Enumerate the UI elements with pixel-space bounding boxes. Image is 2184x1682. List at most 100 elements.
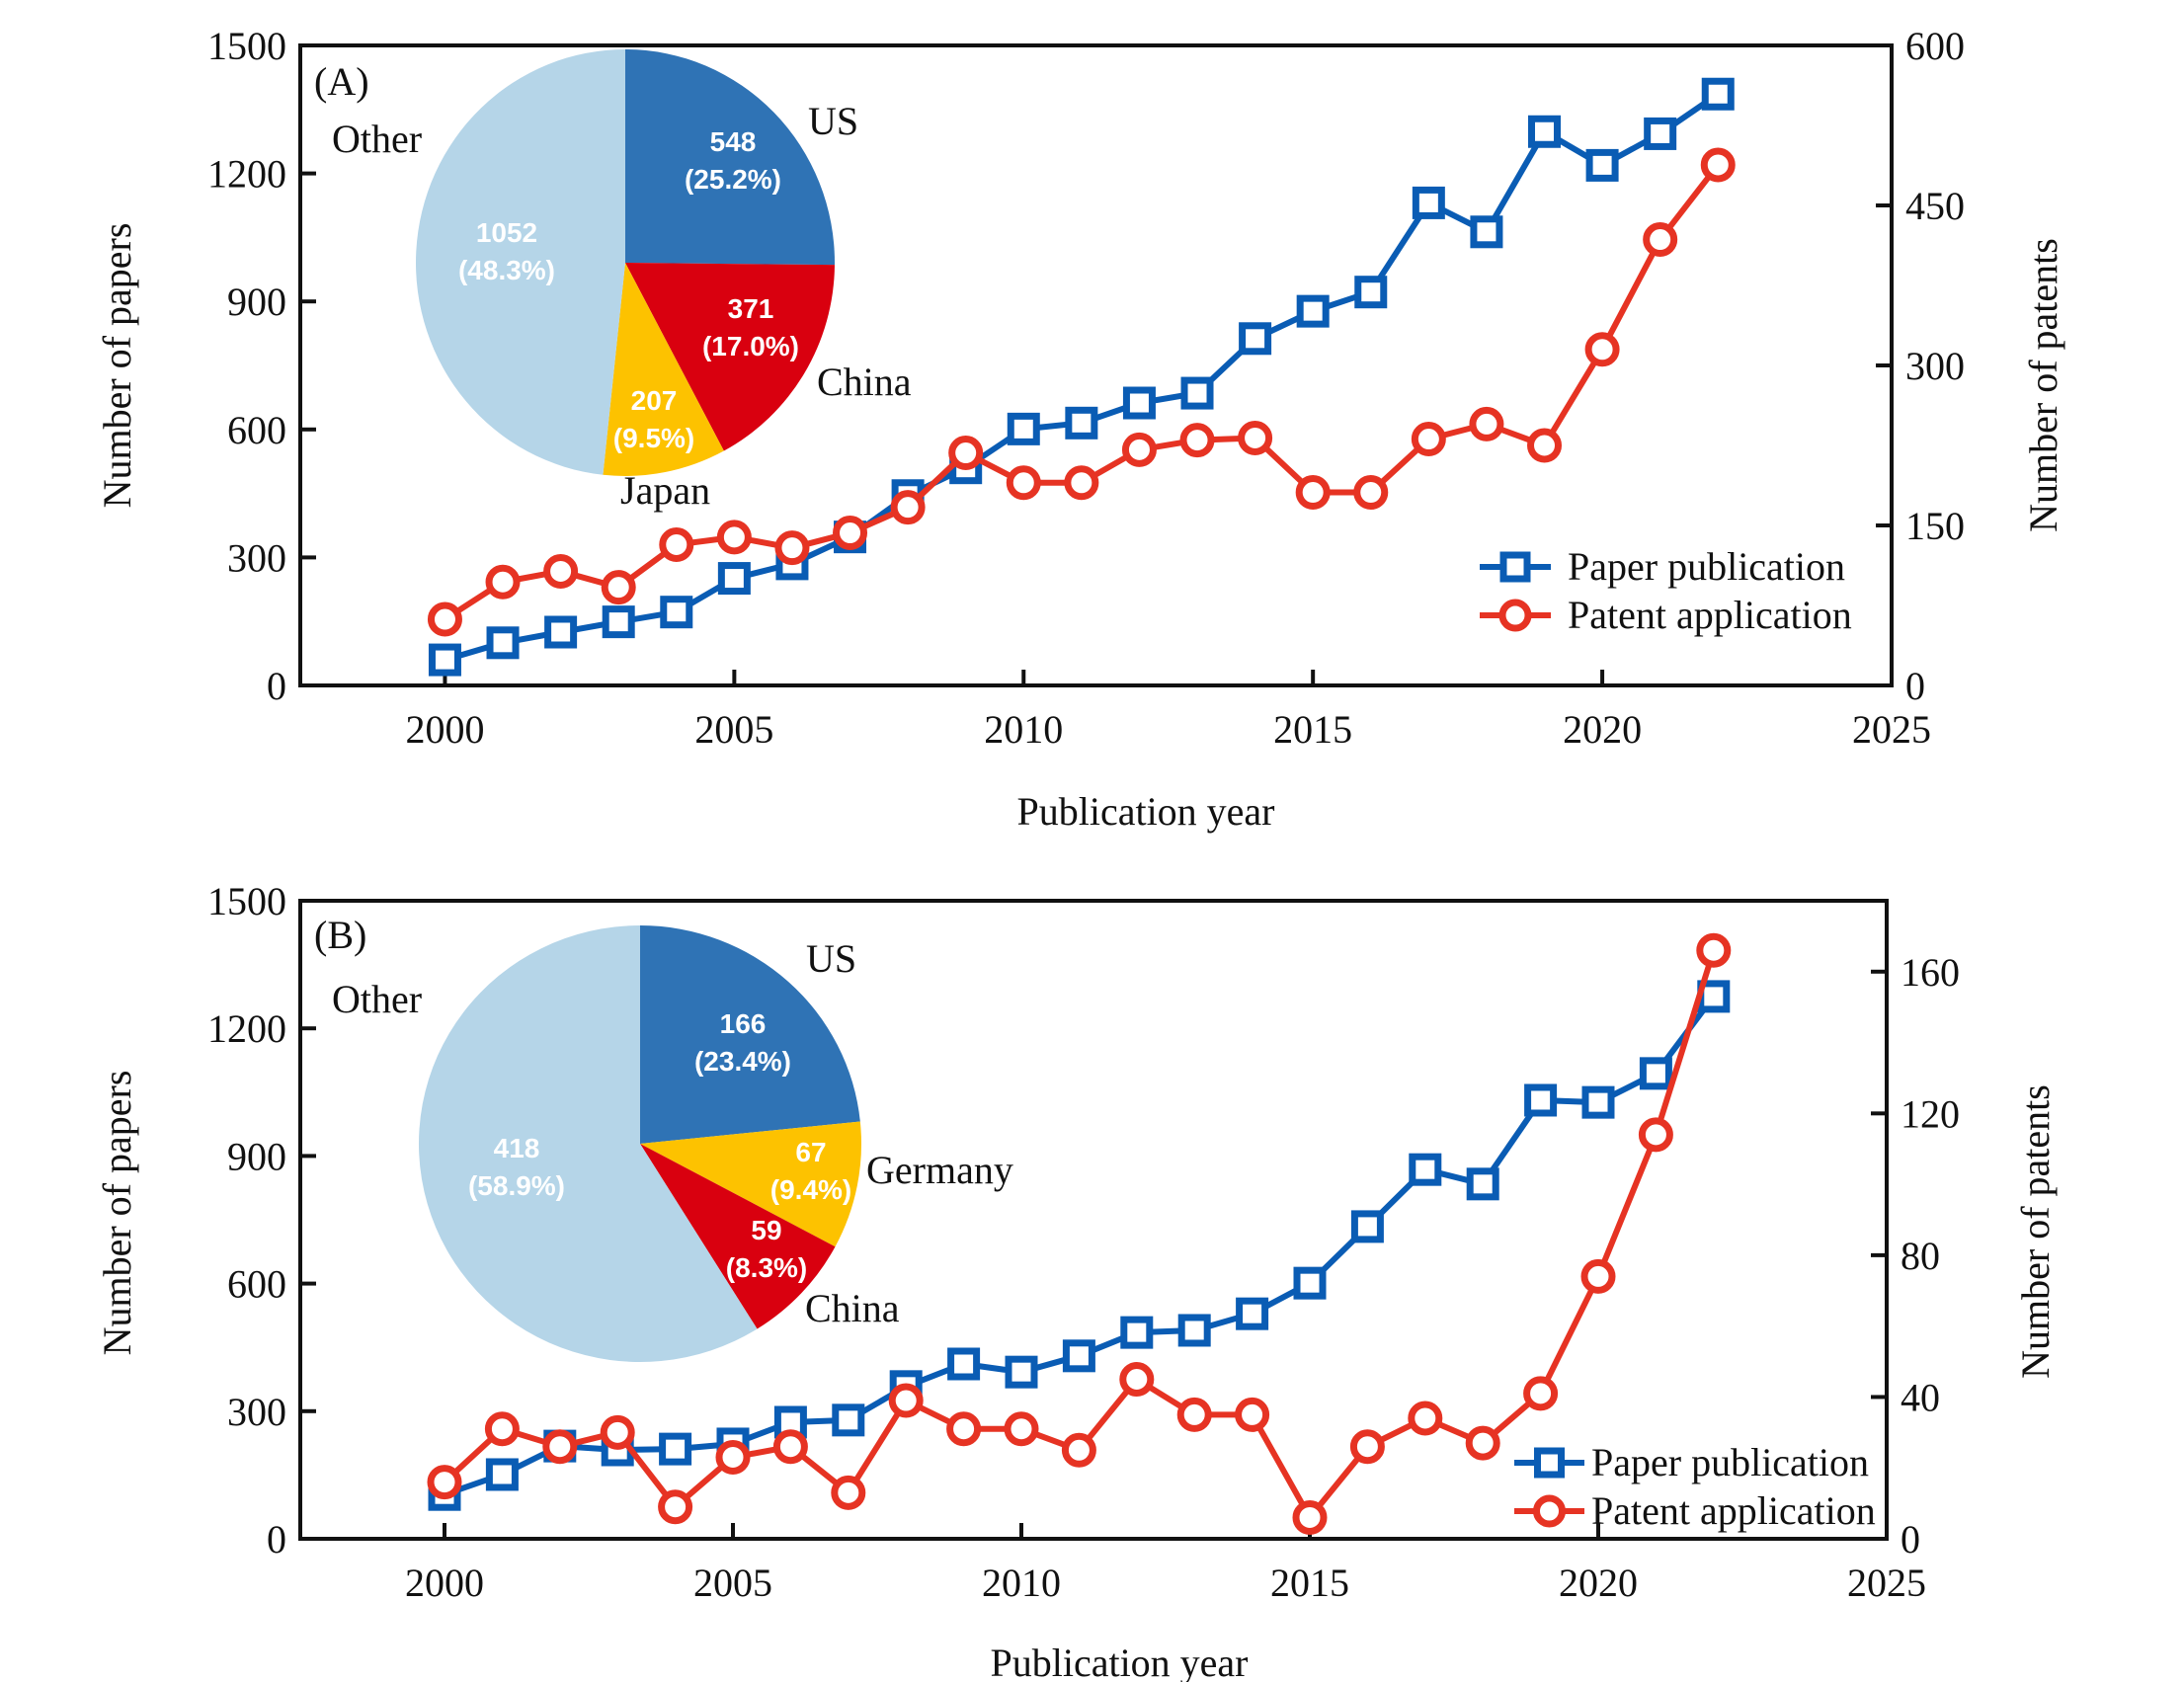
y-tick-label: 0 (267, 1517, 286, 1562)
pie-slice-other (415, 49, 625, 475)
pie-value-label: 166 (720, 1008, 767, 1039)
data-point-circle (888, 1383, 924, 1418)
data-point-circle (1295, 475, 1331, 511)
pie-value-label: 548 (710, 126, 757, 157)
data-point-circle (1527, 428, 1563, 463)
data-point-square (1701, 77, 1735, 111)
pie-slice-us (640, 925, 860, 1144)
y-tick-label: 1500 (207, 24, 286, 68)
inset-pie: 548 (25.2%) US 371 (17.0%) China 207 (9.5%) Japa… (332, 49, 912, 513)
x-tick-label: 2005 (694, 707, 773, 752)
x-tick-label: 2010 (982, 1561, 1061, 1605)
data-point-circle (659, 526, 694, 562)
panel-a: 2000 2005 2010 2015 2020 20250300600900120015… (95, 24, 2065, 834)
data-point-circle (1179, 423, 1215, 458)
data-point-circle (1408, 1401, 1443, 1436)
data-point-circle (600, 1414, 635, 1450)
x-tick-label: 2025 (1852, 707, 1931, 752)
pie-category-label: Germany (866, 1148, 1013, 1192)
x-axis-title: Publication year (1016, 789, 1274, 834)
pie-percent-label: (23.4%) (694, 1046, 791, 1077)
data-point-square (1122, 386, 1156, 420)
data-point-circle (1584, 332, 1620, 367)
data-point-square (1062, 1339, 1095, 1373)
pie-value-label: 1052 (476, 217, 537, 248)
plot-frame (298, 899, 1889, 1541)
data-point-circle (716, 520, 752, 555)
pie-slice-china (625, 263, 835, 451)
data-point-circle (1121, 432, 1157, 467)
data-point-circle (948, 436, 984, 471)
y-tick-label: 0 (267, 664, 286, 708)
pie-percent-label: (8.3%) (726, 1252, 807, 1283)
y2-tick-label: 80 (1901, 1234, 1940, 1278)
pie-slice-other (419, 925, 758, 1363)
y2-tick-label: 160 (1901, 950, 1960, 995)
data-point-circle (1238, 420, 1273, 455)
data-point-circle (1061, 1432, 1096, 1468)
data-point-square (1354, 276, 1388, 309)
y2-tick-label: 0 (1901, 1517, 1920, 1562)
data-point-square (1293, 1266, 1327, 1300)
y2-tick-label: 450 (1905, 184, 1965, 228)
data-point-circle (658, 1489, 693, 1525)
pie-slice-germany (640, 1121, 861, 1247)
panel-label: (A) (314, 59, 369, 104)
data-point-square (1120, 1316, 1154, 1349)
data-point-square (1007, 412, 1040, 445)
pie-category-label: Other (332, 117, 422, 161)
pie-category-label: US (808, 99, 858, 143)
data-point-circle (542, 1429, 578, 1465)
y-tick-label: 900 (227, 280, 286, 324)
pie-percent-label: (9.5%) (613, 423, 694, 453)
y-tick-label: 600 (227, 1262, 286, 1307)
data-point-circle (774, 530, 810, 566)
y-tick-label: 1500 (207, 879, 286, 923)
data-point-circle (1643, 222, 1678, 258)
data-point-circle (1292, 1499, 1328, 1535)
x-tick-label: 2000 (405, 707, 484, 752)
data-point-circle (1696, 932, 1732, 968)
pie-value-label: 207 (631, 385, 678, 416)
data-point-square (1177, 1314, 1211, 1347)
x-tick-label: 2025 (1847, 1561, 1926, 1605)
panel-label: (B) (314, 913, 366, 957)
data-point-circle (1523, 1376, 1559, 1411)
data-point-circle (1064, 465, 1099, 501)
data-point-square (1639, 1057, 1672, 1090)
inset-pie: 166 (23.4%) US 67 (9.4%) Germany 59 (8.3%)China… (332, 925, 1013, 1363)
data-point-circle (1469, 406, 1504, 441)
data-point-square (1524, 1083, 1558, 1117)
data-point-square (1412, 186, 1445, 219)
legend-label: Patent application (1568, 593, 1852, 637)
pie-slice-china (640, 1144, 836, 1329)
data-point-square (1065, 406, 1098, 440)
data-point-circle (484, 1411, 520, 1447)
y2-tick-label: 150 (1905, 504, 1965, 548)
data-point-square (717, 562, 751, 596)
data-point-circle (772, 1429, 808, 1465)
data-point-square (1470, 215, 1503, 249)
data-point-square (1644, 117, 1677, 150)
pie-percent-label: (48.3%) (458, 255, 555, 285)
y-tick-label: 1200 (207, 1006, 286, 1051)
data-point-circle (1465, 1425, 1500, 1461)
data-point-circle (427, 601, 462, 637)
pie-slice-japan (603, 263, 724, 476)
y2-tick-label: 40 (1901, 1375, 1940, 1419)
y-axis-title: Number of papers (95, 223, 139, 509)
x-tick-label: 2020 (1563, 707, 1642, 752)
legend-square-marker (1499, 551, 1531, 583)
data-point-square (1236, 1297, 1269, 1330)
y-tick-label: 300 (227, 535, 286, 580)
data-point-circle (946, 1411, 982, 1447)
data-point-square (659, 1432, 692, 1466)
data-point-circle (543, 553, 579, 589)
data-point-circle (485, 564, 521, 600)
data-point-circle (715, 1439, 751, 1475)
data-point-square (1466, 1167, 1499, 1201)
y2-tick-label: 300 (1905, 344, 1965, 388)
series-patent-application (427, 147, 1736, 637)
